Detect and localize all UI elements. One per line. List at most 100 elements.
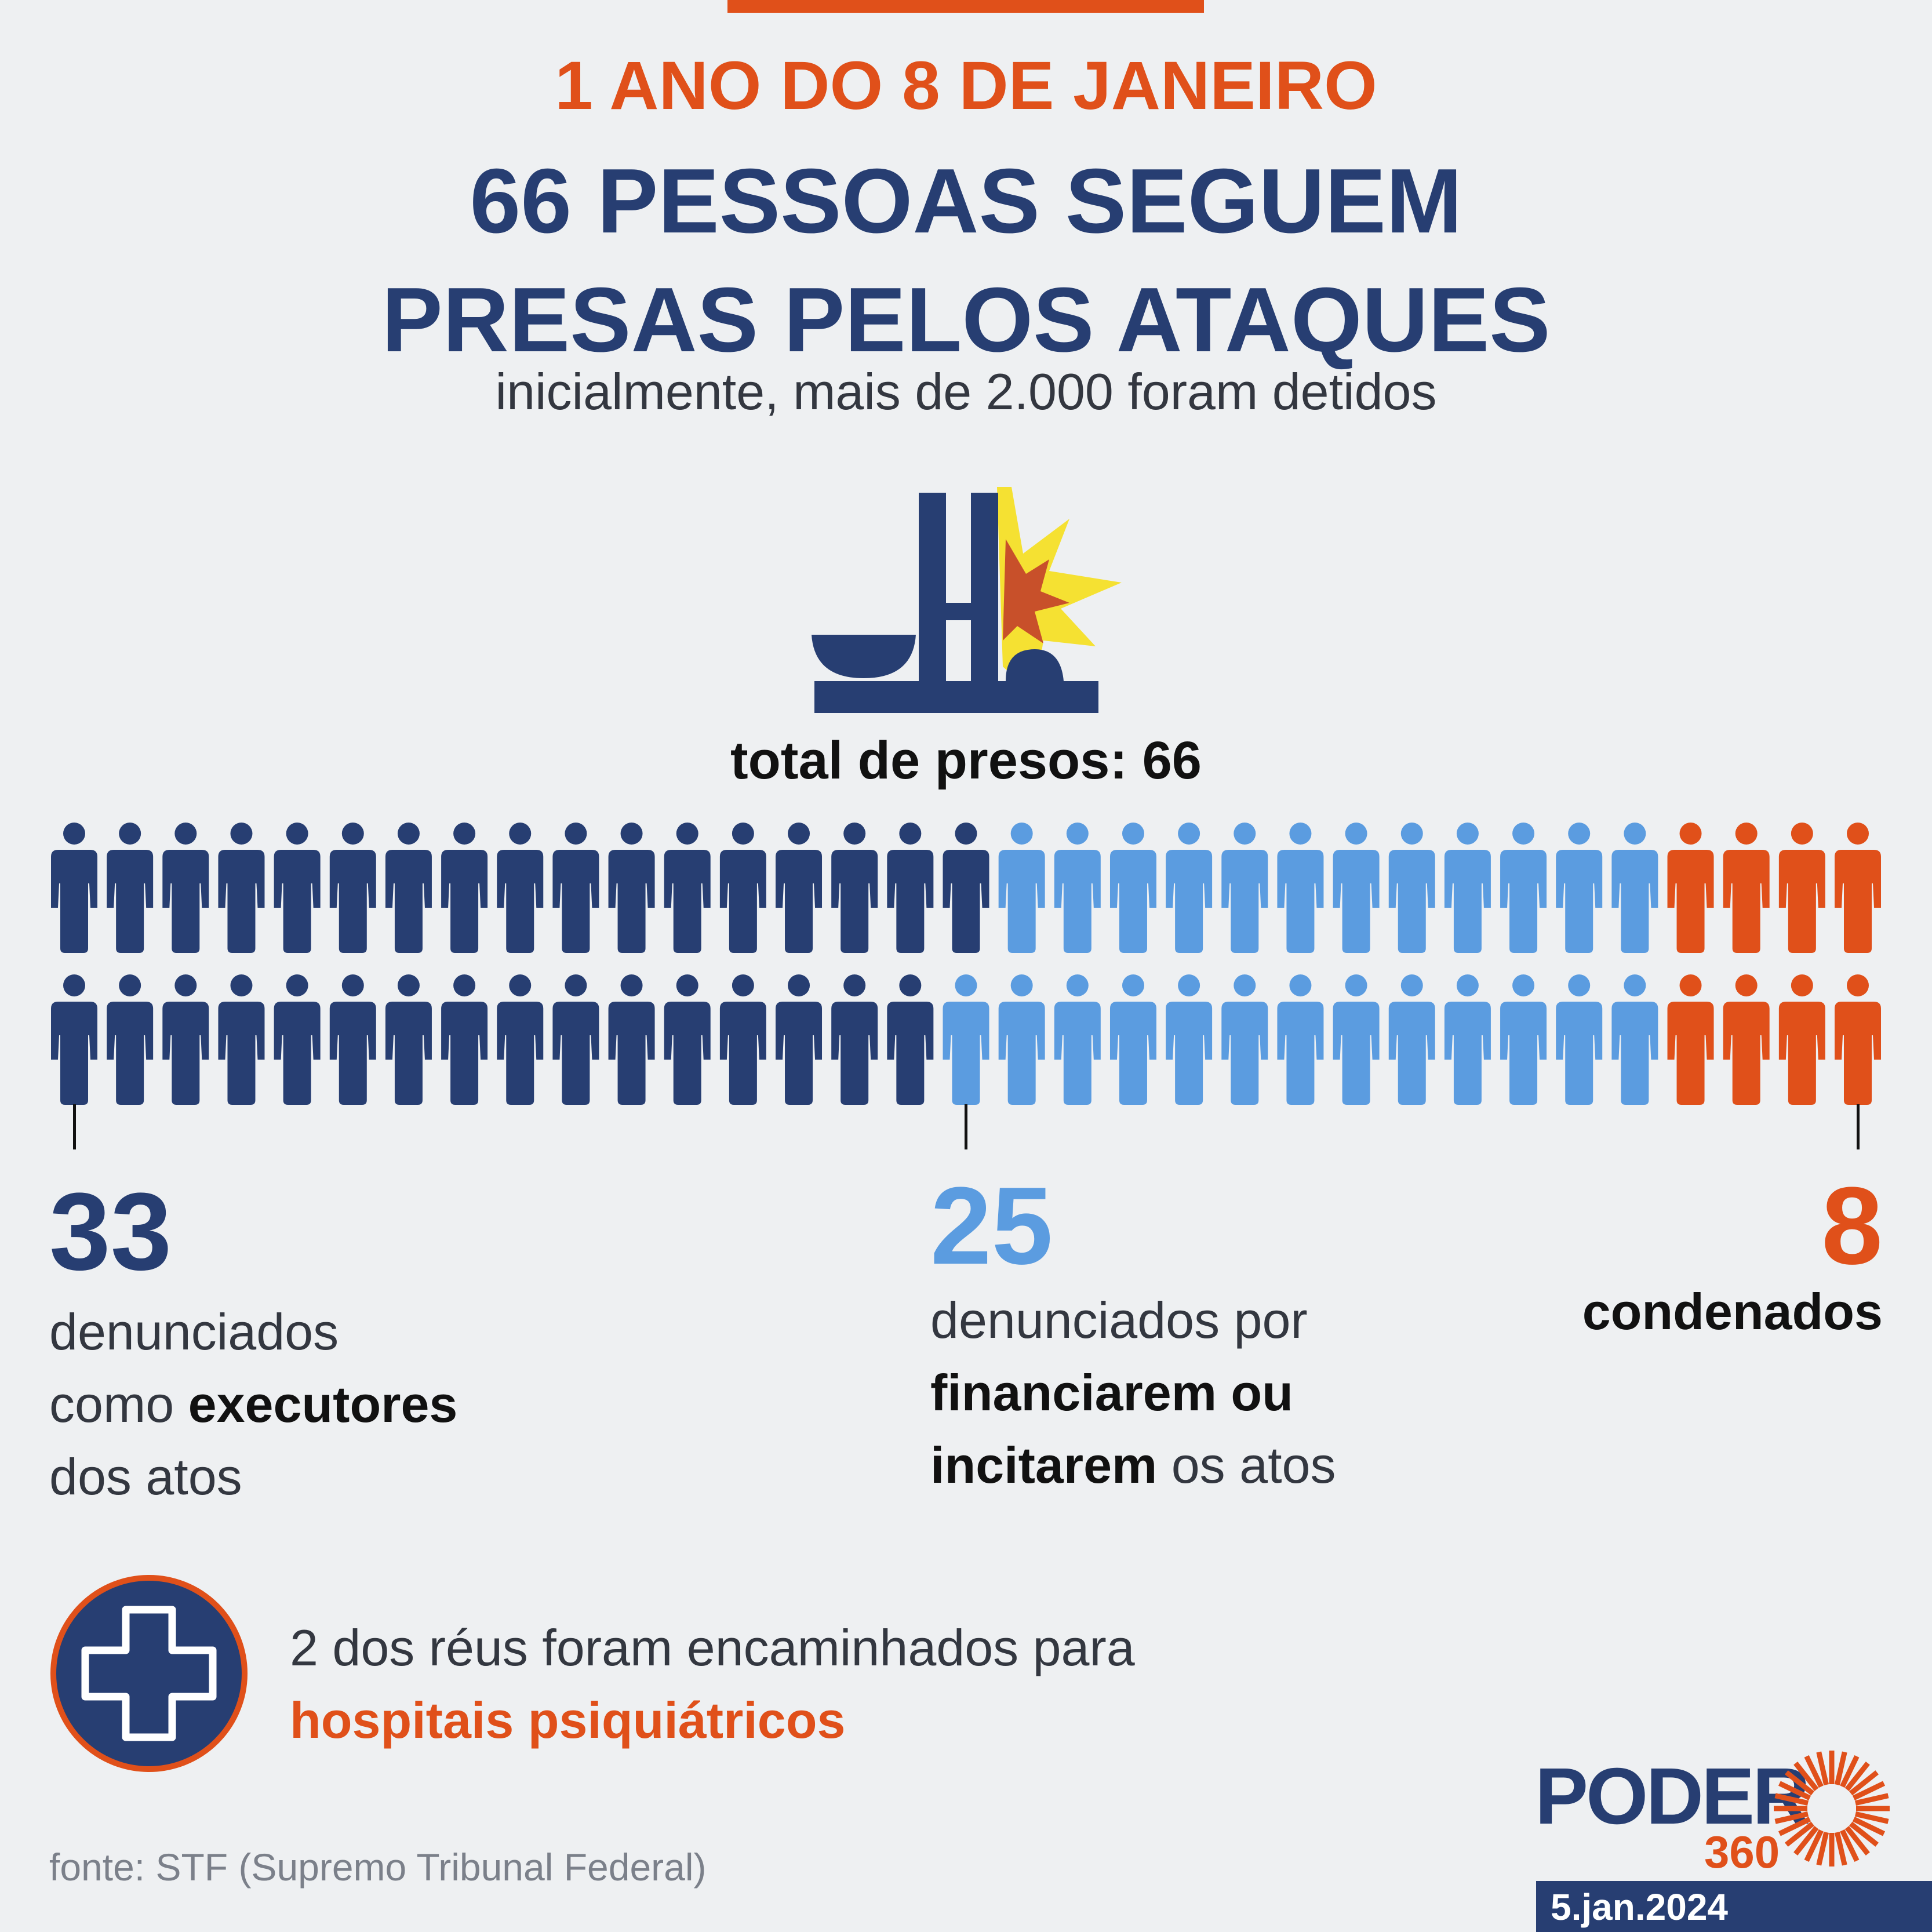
sunburst-ray bbox=[1804, 1829, 1824, 1862]
desc-financiadores-line-3: incitarem os atos bbox=[930, 1429, 1336, 1501]
desc-executores-line-2: como executores bbox=[49, 1368, 457, 1440]
sunburst-ray bbox=[1804, 1755, 1824, 1788]
person-icon bbox=[1109, 823, 1156, 953]
person-icon bbox=[664, 974, 711, 1105]
desc-financiadores: denunciados por financiarem ou incitarem… bbox=[930, 1284, 1336, 1501]
person-icon bbox=[1556, 974, 1603, 1105]
person-icon bbox=[998, 974, 1045, 1105]
person-icon bbox=[1500, 823, 1547, 953]
person-icon bbox=[1277, 823, 1324, 953]
sunburst-ray bbox=[1785, 1821, 1814, 1847]
sunburst-ray bbox=[1816, 1751, 1829, 1786]
person-icon bbox=[385, 823, 432, 953]
poder360-sunburst-icon bbox=[1774, 1751, 1890, 1866]
person-icon bbox=[497, 974, 544, 1105]
headline-line-2: PRESAS PELOS ATAQUES bbox=[381, 269, 1551, 371]
people-pictogram-grid bbox=[51, 823, 1881, 1105]
desc-executores-line-3: dos atos bbox=[49, 1448, 242, 1505]
person-icon bbox=[1166, 974, 1213, 1105]
desc-executores-plain: como bbox=[49, 1376, 188, 1433]
count-executores: 33 bbox=[49, 1170, 172, 1293]
person-icon bbox=[1333, 974, 1380, 1105]
psychiatric-note-line-1: 2 dos réus foram encaminhados para bbox=[290, 1619, 1135, 1676]
person-icon bbox=[552, 974, 599, 1105]
sunburst-ray bbox=[1793, 1826, 1819, 1855]
person-icon bbox=[552, 823, 599, 953]
person-icon bbox=[608, 974, 655, 1105]
hospital-cross-icon bbox=[50, 1575, 248, 1772]
person-icon bbox=[329, 823, 376, 953]
desc-financiadores-plain: os atos bbox=[1157, 1436, 1336, 1494]
sunburst-ray bbox=[1840, 1755, 1860, 1788]
person-icon bbox=[274, 974, 321, 1105]
person-icon bbox=[719, 823, 766, 953]
person-icon bbox=[1388, 823, 1435, 953]
sunburst-ray bbox=[1852, 1817, 1886, 1836]
desc-financiadores-line-2: financiarem ou bbox=[930, 1356, 1336, 1429]
person-icon bbox=[1611, 974, 1658, 1105]
person-icon bbox=[1109, 974, 1156, 1105]
person-icon bbox=[441, 974, 488, 1105]
poder360-logo-number: 360 bbox=[1704, 1827, 1780, 1878]
desc-condenados: condenados bbox=[1582, 1275, 1883, 1348]
person-icon bbox=[1835, 974, 1881, 1105]
person-icon bbox=[497, 823, 544, 953]
person-icon bbox=[1667, 974, 1714, 1105]
person-icon bbox=[218, 974, 265, 1105]
sunburst-ray bbox=[1774, 1811, 1809, 1824]
person-icon bbox=[943, 974, 989, 1105]
person-icon bbox=[1221, 823, 1268, 953]
date-bar bbox=[1536, 1881, 1932, 1932]
subtitle: inicialmente, mais de 2.000 foram detido… bbox=[495, 363, 1437, 420]
person-icon bbox=[107, 974, 154, 1105]
person-icon bbox=[664, 823, 711, 953]
desc-condenados-bold: condenados bbox=[1582, 1283, 1883, 1340]
person-icon bbox=[1444, 974, 1491, 1105]
person-icon bbox=[385, 974, 432, 1105]
person-icon bbox=[441, 823, 488, 953]
person-icon bbox=[1611, 823, 1658, 953]
psychiatric-note: 2 dos réus foram encaminhados para hospi… bbox=[290, 1611, 1135, 1756]
person-icon bbox=[887, 974, 934, 1105]
person-icon bbox=[887, 823, 934, 953]
person-icon bbox=[1556, 823, 1603, 953]
person-icon bbox=[162, 974, 209, 1105]
count-financiadores: 25 bbox=[930, 1165, 1053, 1287]
person-icon bbox=[1333, 823, 1380, 953]
sunburst-ray bbox=[1849, 1821, 1879, 1847]
person-icon bbox=[1221, 974, 1268, 1105]
desc-financiadores-bold-1: financiarem ou bbox=[930, 1364, 1293, 1421]
tick-financiadores bbox=[965, 1104, 967, 1149]
person-icon bbox=[1054, 823, 1101, 953]
person-icon bbox=[1166, 823, 1213, 953]
sunburst-ray bbox=[1778, 1817, 1811, 1836]
person-icon bbox=[1778, 823, 1825, 953]
poder360-logo-word: PODER bbox=[1535, 1752, 1810, 1841]
headline-line-1: 66 PESSOAS SEGUEM bbox=[470, 150, 1462, 252]
sunburst-ray bbox=[1834, 1831, 1847, 1866]
person-icon bbox=[719, 974, 766, 1105]
headline: 66 PESSOAS SEGUEM PRESAS PELOS ATAQUES bbox=[0, 142, 1932, 380]
desc-executores: denunciados como executores dos atos bbox=[49, 1296, 457, 1513]
person-icon bbox=[1444, 823, 1491, 953]
sunburst-ray bbox=[1816, 1831, 1829, 1866]
person-icon bbox=[218, 823, 265, 953]
sunburst-ray bbox=[1849, 1770, 1879, 1796]
person-icon bbox=[831, 974, 878, 1105]
person-icon bbox=[1388, 974, 1435, 1105]
sunburst-ray bbox=[1852, 1781, 1886, 1800]
sunburst-ray bbox=[1778, 1781, 1811, 1800]
desc-executores-bold: executores bbox=[188, 1376, 458, 1433]
person-icon bbox=[998, 823, 1045, 953]
sunburst-ray bbox=[1840, 1829, 1860, 1862]
kicker: 1 ANO DO 8 DE JANEIRO bbox=[555, 48, 1377, 124]
count-condenados: 8 bbox=[1821, 1165, 1883, 1287]
sunburst-ray bbox=[1854, 1793, 1889, 1806]
person-icon bbox=[1723, 974, 1770, 1105]
source-note: fonte: STF (Supremo Tribunal Federal) bbox=[49, 1846, 707, 1889]
person-icon bbox=[274, 823, 321, 953]
person-icon bbox=[51, 974, 97, 1105]
person-icon bbox=[162, 823, 209, 953]
sunburst-ray bbox=[1834, 1751, 1847, 1786]
publication-date: 5.jan.2024 bbox=[1551, 1886, 1728, 1928]
